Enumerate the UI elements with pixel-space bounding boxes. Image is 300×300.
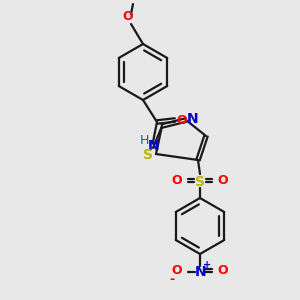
Text: S: S (143, 148, 153, 162)
Text: O: O (172, 175, 182, 188)
Text: S: S (195, 175, 205, 189)
Text: O: O (218, 265, 228, 278)
Text: N: N (187, 112, 199, 126)
Text: +: + (203, 260, 211, 270)
Text: H: H (139, 134, 149, 148)
Text: N: N (148, 139, 160, 153)
Text: O: O (123, 11, 133, 23)
Text: -: - (169, 272, 175, 286)
Text: O: O (218, 175, 228, 188)
Text: O: O (177, 113, 187, 127)
Text: N: N (195, 265, 207, 279)
Text: O: O (172, 265, 182, 278)
